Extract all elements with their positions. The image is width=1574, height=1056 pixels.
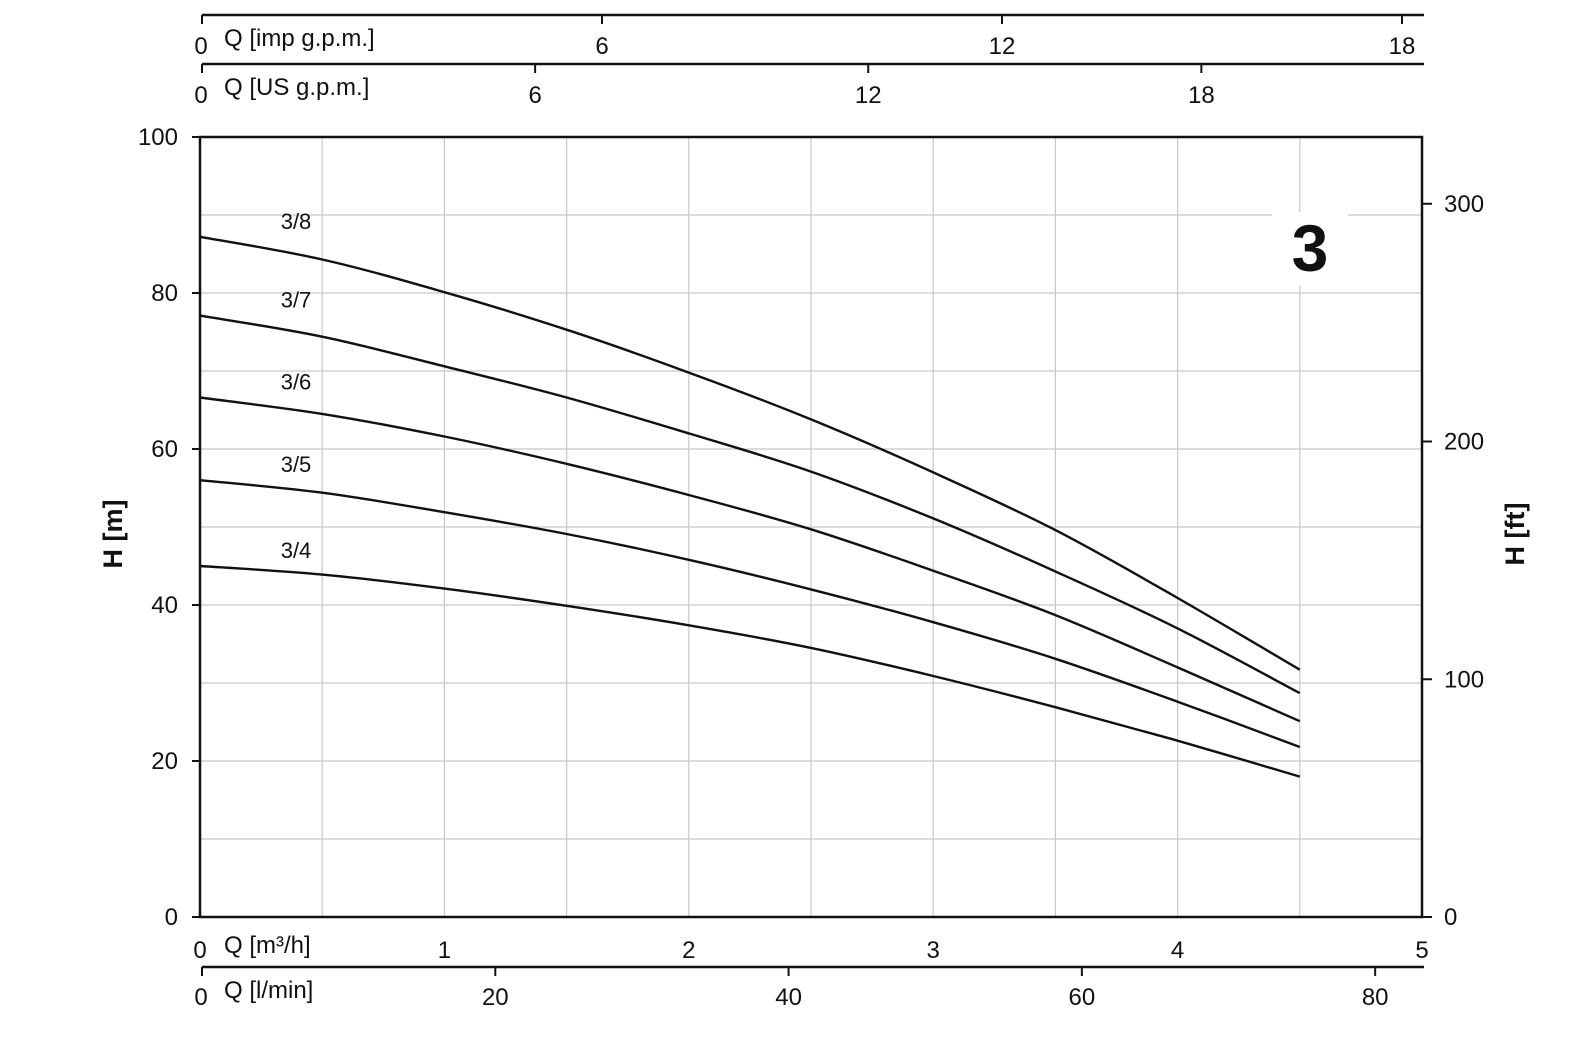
y-left-tick-label: 20 — [151, 748, 178, 775]
y-axis-label-m: H [m] — [98, 500, 128, 569]
y-left-tick-label: 80 — [151, 280, 178, 307]
curve-label-3-4: 3/4 — [281, 538, 312, 563]
plot-frame — [198, 135, 1424, 919]
pump-series-badge: 3 — [1292, 211, 1329, 285]
x-axis-label-lpm: Q [l/min] — [224, 977, 313, 1004]
curve-3-4 — [199, 564, 1301, 778]
y-left-tick-label: 40 — [151, 592, 178, 619]
x-lpm-tick-label: 20 — [482, 984, 509, 1011]
x-us-gpm-tick-label: 12 — [855, 82, 882, 109]
x-axis-label-m3h: Q [m³/h] — [224, 932, 311, 959]
grid — [200, 137, 1422, 917]
x-lpm-tick-label: 60 — [1069, 984, 1096, 1011]
x-m3h-tick-label: 3 — [927, 937, 940, 964]
x-lpm-tick-label: 40 — [775, 984, 802, 1011]
performance-curves: 3/8 3/7 3/6 3/5 3/4 — [199, 209, 1301, 778]
x-axis-label-imp-gpm: Q [imp g.p.m.] — [224, 25, 375, 52]
curve-3-7 — [199, 314, 1301, 695]
x-m3h-tick-label: 5 — [1415, 937, 1428, 964]
y-right-tick-label: 0 — [1444, 904, 1457, 931]
curve-label-3-6: 3/6 — [281, 370, 312, 395]
curve-label-3-5: 3/5 — [281, 452, 312, 477]
y-right-tick-label: 300 — [1444, 191, 1484, 218]
curve-3-8 — [199, 235, 1301, 671]
curve-label-3-7: 3/7 — [281, 288, 312, 313]
y-left-tick-label: 0 — [165, 904, 178, 931]
x-lpm-tick-label: 80 — [1362, 984, 1389, 1011]
x-imp-gpm-tick-label: 18 — [1389, 33, 1416, 60]
x-imp-gpm-tick-label: 0 — [194, 33, 207, 60]
x-us-gpm-tick-label: 0 — [194, 82, 207, 109]
y-right-tick-label: 100 — [1444, 666, 1484, 693]
x-us-gpm-tick-label: 18 — [1188, 82, 1215, 109]
y-axis-label-ft: H [ft] — [1500, 503, 1530, 566]
curve-3-5 — [199, 479, 1301, 749]
x-imp-gpm-tick-label: 12 — [989, 33, 1016, 60]
x-lpm-tick-label: 0 — [194, 984, 207, 1011]
x-m3h-tick-label: 0 — [193, 937, 206, 964]
x-m3h-tick-label: 4 — [1171, 937, 1184, 964]
x-us-gpm-tick-label: 6 — [528, 82, 541, 109]
x-axis-label-us-gpm: Q [US g.p.m.] — [224, 74, 369, 101]
curve-3-6 — [199, 396, 1301, 723]
y-right-tick-label: 200 — [1444, 429, 1484, 456]
curve-label-3-8: 3/8 — [281, 209, 312, 234]
y-left-tick-label: 100 — [138, 124, 178, 151]
x-m3h-tick-label: 2 — [682, 937, 695, 964]
x-m3h-tick-label: 1 — [438, 937, 451, 964]
y-left-tick-label: 60 — [151, 436, 178, 463]
x-imp-gpm-tick-label: 6 — [595, 33, 608, 60]
badge-background — [1272, 212, 1348, 286]
